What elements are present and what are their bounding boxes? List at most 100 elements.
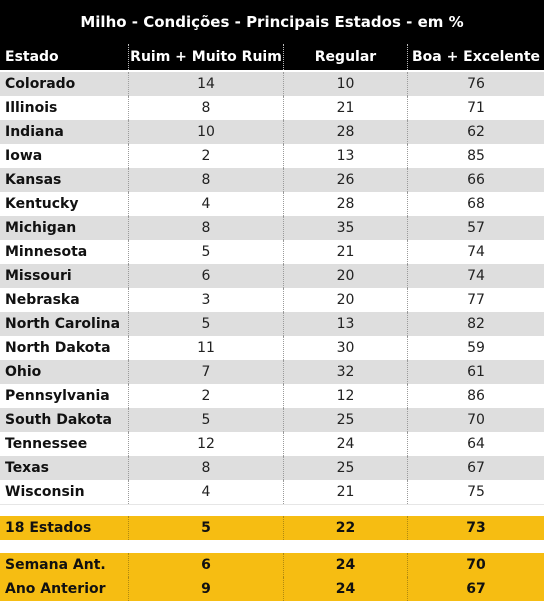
state-cell: Ohio [5, 364, 42, 380]
state-cell: Wisconsin [5, 484, 85, 500]
bad-cell: 6 [128, 264, 283, 288]
regular-cell: 21 [283, 96, 407, 120]
good-cell: 76 [407, 72, 544, 96]
state-cell: Missouri [5, 268, 72, 284]
row-divider [0, 504, 544, 505]
table-row: Minnesota 5 21 74 [0, 240, 544, 264]
state-cell: North Dakota [5, 340, 111, 356]
header-bad: Ruim + Muito Ruim [128, 44, 283, 70]
bad-cell: 5 [128, 312, 283, 336]
bad-cell: 5 [128, 240, 283, 264]
state-cell: Iowa [5, 148, 43, 164]
good-cell: 62 [407, 120, 544, 144]
good-cell: 74 [407, 264, 544, 288]
regular-cell: 10 [283, 72, 407, 96]
good-cell: 59 [407, 336, 544, 360]
state-cell: Pennsylvania [5, 388, 110, 404]
bad-cell: 8 [128, 216, 283, 240]
regular-cell: 35 [283, 216, 407, 240]
summary-regular: 24 [283, 553, 407, 577]
good-cell: 75 [407, 480, 544, 504]
table-row: Colorado 14 10 76 [0, 72, 544, 96]
header-row: Estado Ruim + Muito Ruim Regular Boa + E… [0, 44, 544, 70]
regular-cell: 28 [283, 120, 407, 144]
state-cell: Nebraska [5, 292, 80, 308]
table-row: Illinois 8 21 71 [0, 96, 544, 120]
regular-cell: 25 [283, 408, 407, 432]
bad-cell: 7 [128, 360, 283, 384]
table-row: Ohio 7 32 61 [0, 360, 544, 384]
bad-cell: 4 [128, 480, 283, 504]
regular-cell: 28 [283, 192, 407, 216]
table-row: Kentucky 4 28 68 [0, 192, 544, 216]
table-row: Kansas 8 26 66 [0, 168, 544, 192]
bad-cell: 8 [128, 96, 283, 120]
summary-bad: 6 [128, 553, 283, 577]
summary-good: 73 [407, 516, 544, 540]
state-cell: Illinois [5, 100, 58, 116]
good-cell: 66 [407, 168, 544, 192]
table-row: Pennsylvania 2 12 86 [0, 384, 544, 408]
summary-regular: 22 [283, 516, 407, 540]
good-cell: 71 [407, 96, 544, 120]
good-cell: 77 [407, 288, 544, 312]
summary-bad: 9 [128, 577, 283, 601]
regular-cell: 21 [283, 480, 407, 504]
good-cell: 86 [407, 384, 544, 408]
bad-cell: 8 [128, 168, 283, 192]
good-cell: 64 [407, 432, 544, 456]
summary-label: Semana Ant. [5, 557, 106, 573]
good-cell: 70 [407, 408, 544, 432]
table-title: Milho - Condições - Principais Estados -… [0, 0, 544, 45]
good-cell: 85 [407, 144, 544, 168]
summary-row-previous-year: Ano Anterior 9 24 67 [0, 577, 544, 601]
bad-cell: 11 [128, 336, 283, 360]
good-cell: 68 [407, 192, 544, 216]
table-row: Tennessee 12 24 64 [0, 432, 544, 456]
table-row: Michigan 8 35 57 [0, 216, 544, 240]
good-cell: 61 [407, 360, 544, 384]
state-cell: Texas [5, 460, 49, 476]
good-cell: 67 [407, 456, 544, 480]
table-row: Wisconsin 4 21 75 [0, 480, 544, 504]
regular-cell: 13 [283, 144, 407, 168]
table-row: Nebraska 3 20 77 [0, 288, 544, 312]
summary-row-total: 18 Estados 5 22 73 [0, 516, 544, 540]
regular-cell: 12 [283, 384, 407, 408]
regular-cell: 13 [283, 312, 407, 336]
table-row: Indiana 10 28 62 [0, 120, 544, 144]
summary-label: Ano Anterior [5, 581, 106, 597]
state-rows: Colorado 14 10 76 Illinois 8 21 71 Indiana 10 28 62… [0, 72, 544, 504]
regular-cell: 25 [283, 456, 407, 480]
header-regular: Regular [283, 44, 407, 70]
state-cell: North Carolina [5, 316, 121, 332]
summary-bad: 5 [128, 516, 283, 540]
state-cell: Indiana [5, 124, 64, 140]
good-cell: 82 [407, 312, 544, 336]
regular-cell: 20 [283, 264, 407, 288]
bad-cell: 12 [128, 432, 283, 456]
regular-cell: 30 [283, 336, 407, 360]
regular-cell: 21 [283, 240, 407, 264]
summary-regular: 24 [283, 577, 407, 601]
regular-cell: 26 [283, 168, 407, 192]
table-row: North Dakota 11 30 59 [0, 336, 544, 360]
state-cell: Kentucky [5, 196, 79, 212]
table-row: Texas 8 25 67 [0, 456, 544, 480]
table-row: South Dakota 5 25 70 [0, 408, 544, 432]
regular-cell: 20 [283, 288, 407, 312]
summary-good: 70 [407, 553, 544, 577]
state-cell: Michigan [5, 220, 77, 236]
regular-cell: 32 [283, 360, 407, 384]
good-cell: 74 [407, 240, 544, 264]
bad-cell: 4 [128, 192, 283, 216]
bad-cell: 8 [128, 456, 283, 480]
header-good: Boa + Excelente [407, 44, 544, 70]
bad-cell: 14 [128, 72, 283, 96]
summary-label: 18 Estados [5, 520, 92, 536]
table-row: Iowa 2 13 85 [0, 144, 544, 168]
regular-cell: 24 [283, 432, 407, 456]
table-row: Missouri 6 20 74 [0, 264, 544, 288]
state-cell: Minnesota [5, 244, 88, 260]
